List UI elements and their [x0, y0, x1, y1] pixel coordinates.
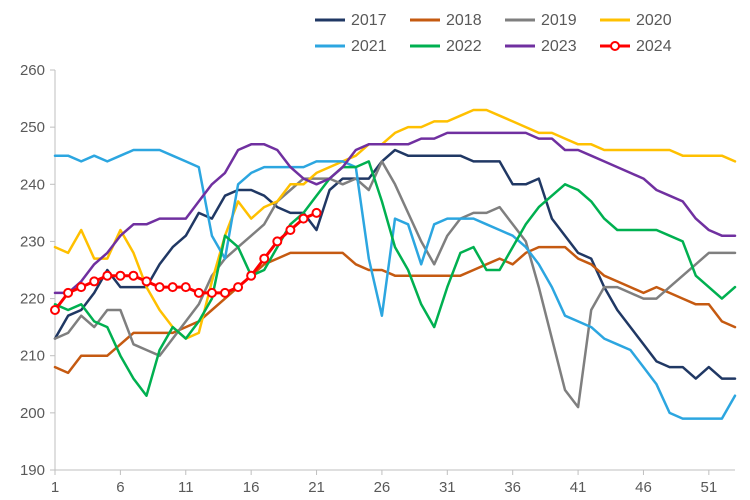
series-marker-2024: [247, 272, 255, 280]
x-axis-tick-label: 16: [243, 479, 260, 496]
x-axis-tick-label: 36: [504, 479, 521, 496]
legend-label-2021: 2021: [351, 38, 387, 55]
y-axis-tick-label: 250: [20, 119, 45, 136]
series-marker-2024: [273, 237, 281, 245]
series-marker-2024: [286, 226, 294, 234]
series-marker-2024: [77, 283, 85, 291]
legend-label-2024: 2024: [636, 38, 672, 55]
legend-label-2019: 2019: [541, 12, 577, 29]
y-axis-tick-label: 230: [20, 233, 45, 250]
series-marker-2024: [64, 289, 72, 297]
series-marker-2024: [221, 289, 229, 297]
series-marker-2024: [169, 283, 177, 291]
y-axis-tick-label: 200: [20, 405, 45, 422]
x-axis-tick-label: 6: [116, 479, 124, 496]
legend-label-2017: 2017: [351, 12, 387, 29]
series-marker-2024: [208, 289, 216, 297]
y-axis-tick-label: 220: [20, 291, 45, 308]
line-chart: 1902002102202302402502601611162126313641…: [0, 0, 750, 500]
y-axis-tick-label: 190: [20, 462, 45, 479]
legend-label-2018: 2018: [446, 12, 482, 29]
x-axis-tick-label: 21: [308, 479, 325, 496]
legend-label-2020: 2020: [636, 12, 672, 29]
y-axis-tick-label: 240: [20, 176, 45, 193]
x-axis-tick-label: 26: [374, 479, 391, 496]
y-axis-tick-label: 260: [20, 62, 45, 79]
x-axis-tick-label: 31: [439, 479, 456, 496]
series-marker-2024: [129, 272, 137, 280]
series-marker-2024: [299, 215, 307, 223]
series-marker-2024: [260, 255, 268, 263]
series-marker-2024: [116, 272, 124, 280]
series-marker-2024: [182, 283, 190, 291]
legend-label-2023: 2023: [541, 38, 577, 55]
series-marker-2024: [195, 289, 203, 297]
x-axis-tick-label: 46: [635, 479, 652, 496]
legend-label-2022: 2022: [446, 38, 482, 55]
x-axis-tick-label: 51: [701, 479, 718, 496]
x-axis-tick-label: 1: [51, 479, 59, 496]
series-marker-2024: [234, 283, 242, 291]
series-marker-2024: [103, 272, 111, 280]
series-marker-2024: [313, 209, 321, 217]
x-axis-tick-label: 11: [178, 479, 194, 496]
series-marker-2024: [156, 283, 164, 291]
series-marker-2024: [143, 277, 151, 285]
y-axis-tick-label: 210: [20, 348, 45, 365]
series-marker-2024: [90, 277, 98, 285]
x-axis-tick-label: 41: [570, 479, 587, 496]
series-marker-2024: [51, 306, 59, 314]
